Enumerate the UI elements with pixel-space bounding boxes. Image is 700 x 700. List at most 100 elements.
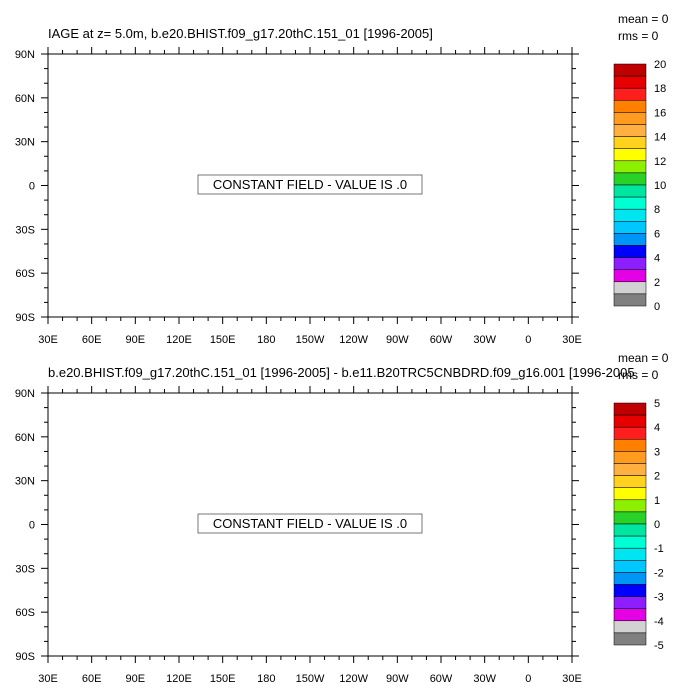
y-tick-label: 90N bbox=[15, 49, 35, 61]
colorbar-label: 0 bbox=[654, 519, 660, 531]
panel-1-colorbar bbox=[613, 63, 647, 307]
colorbar-label: 20 bbox=[654, 59, 666, 71]
x-tick-label: 0 bbox=[525, 673, 531, 685]
y-tick-label: 60N bbox=[15, 93, 35, 105]
x-tick-label: 30E bbox=[38, 334, 58, 346]
colorbar-swatch bbox=[613, 160, 647, 174]
y-tick-label: 30N bbox=[15, 137, 35, 149]
panel-1-x-tick-labels: 30E 60E 90E 120E 150E 180 150W 120W 90W 60W 30W 0 30… bbox=[38, 334, 582, 346]
colorbar-label: -5 bbox=[654, 640, 664, 652]
colorbar-label: -1 bbox=[654, 543, 664, 555]
colorbar-swatch bbox=[613, 208, 647, 222]
colorbar-swatch bbox=[613, 584, 647, 597]
colorbar-swatch bbox=[613, 439, 647, 452]
colorbar-label: 5 bbox=[654, 398, 660, 410]
x-tick-label: 60W bbox=[430, 334, 453, 346]
colorbar-label: 8 bbox=[654, 204, 660, 216]
x-tick-label: 120E bbox=[166, 334, 192, 346]
panel-2-ticks bbox=[41, 386, 579, 663]
colorbar-label: 0 bbox=[654, 301, 660, 313]
y-tick-label: 60S bbox=[15, 268, 35, 280]
x-tick-label: 30W bbox=[473, 334, 496, 346]
x-tick-label: 90W bbox=[386, 334, 409, 346]
colorbar-label: 4 bbox=[654, 422, 660, 434]
colorbar-swatch bbox=[613, 293, 647, 307]
colorbar-swatch bbox=[613, 221, 647, 234]
panel-2-y-tick-labels: 90N 60N 30N 0 30S 60S 90S bbox=[15, 388, 35, 663]
x-tick-label: 30E bbox=[562, 334, 582, 346]
y-tick-label: 30N bbox=[15, 476, 35, 488]
y-tick-label: 30S bbox=[15, 563, 35, 575]
colorbar-swatch bbox=[613, 87, 647, 101]
colorbar-swatch bbox=[613, 608, 647, 622]
colorbar-swatch bbox=[613, 124, 647, 137]
panel-2-colorbar-labels: 5 4 3 2 1 0 -1 -2 -3 -4 -5 bbox=[654, 398, 664, 652]
colorbar-label: 2 bbox=[654, 277, 660, 289]
colorbar-swatch bbox=[613, 414, 647, 428]
x-tick-label: 150W bbox=[296, 334, 325, 346]
colorbar-swatch bbox=[613, 499, 647, 513]
x-tick-label: 150W bbox=[296, 673, 325, 685]
panel-2-rms: rms = 0 bbox=[618, 368, 659, 382]
colorbar-label: -3 bbox=[654, 592, 664, 604]
colorbar-swatch bbox=[613, 245, 647, 258]
x-tick-label: 60E bbox=[82, 673, 102, 685]
colorbar-label: 12 bbox=[654, 156, 666, 168]
colorbar-swatch bbox=[613, 233, 647, 246]
panel-2-message-box: CONSTANT FIELD - VALUE IS .0 bbox=[197, 513, 423, 534]
colorbar-swatch bbox=[613, 463, 647, 476]
panel-2-x-tick-labels: 30E 60E 90E 120E 150E 180 150W 120W 90W 60W 30W 0 30… bbox=[38, 673, 582, 685]
y-tick-label: 60N bbox=[15, 432, 35, 444]
x-tick-label: 120W bbox=[339, 334, 368, 346]
y-tick-label: 60S bbox=[15, 607, 35, 619]
colorbar-swatch bbox=[613, 487, 647, 501]
colorbar-label: 3 bbox=[654, 446, 660, 458]
colorbar-swatch bbox=[613, 426, 647, 440]
x-tick-label: 150E bbox=[210, 334, 236, 346]
colorbar-swatch bbox=[613, 451, 647, 464]
x-tick-label: 60E bbox=[82, 334, 102, 346]
x-tick-label: 60W bbox=[430, 673, 453, 685]
panel-2: b.e20.BHIST.f09_g17.20thC.151_01 [1996-2… bbox=[15, 351, 669, 685]
colorbar-swatch bbox=[613, 547, 647, 561]
colorbar-label: 18 bbox=[654, 83, 666, 95]
colorbar-swatch bbox=[613, 475, 647, 488]
x-tick-label: 120W bbox=[339, 673, 368, 685]
x-tick-label: 30W bbox=[473, 673, 496, 685]
y-tick-label: 30S bbox=[15, 224, 35, 236]
colorbar-swatch bbox=[613, 100, 647, 113]
colorbar-label: 6 bbox=[654, 228, 660, 240]
colorbar-swatch bbox=[613, 172, 647, 186]
colorbar-swatch bbox=[613, 269, 647, 283]
colorbar-label: 16 bbox=[654, 107, 666, 119]
y-tick-label: 90S bbox=[15, 312, 35, 324]
colorbar-swatch bbox=[613, 402, 647, 416]
colorbar-swatch bbox=[613, 112, 647, 125]
x-tick-label: 90W bbox=[386, 673, 409, 685]
colorbar-swatch bbox=[613, 535, 647, 549]
panel-1-message: CONSTANT FIELD - VALUE IS .0 bbox=[213, 177, 407, 192]
x-tick-label: 150E bbox=[210, 673, 236, 685]
colorbar-label: 1 bbox=[654, 495, 660, 507]
colorbar-swatch bbox=[613, 511, 647, 525]
colorbar-swatch bbox=[613, 620, 647, 634]
colorbar-label: -4 bbox=[654, 616, 664, 628]
panel-2-title: b.e20.BHIST.f09_g17.20thC.151_01 [1996-2… bbox=[48, 365, 635, 380]
panel-1-title: IAGE at z= 5.0m, b.e20.BHIST.f09_g17.20t… bbox=[48, 26, 433, 41]
colorbar-swatch bbox=[613, 196, 647, 210]
x-tick-label: 180 bbox=[257, 334, 275, 346]
colorbar-swatch bbox=[613, 148, 647, 162]
colorbar-swatch bbox=[613, 184, 647, 198]
x-tick-label: 30E bbox=[562, 673, 582, 685]
colorbar-swatch bbox=[613, 560, 647, 573]
panel-1-ticks bbox=[41, 47, 579, 324]
y-tick-label: 0 bbox=[29, 181, 35, 193]
colorbar-swatch bbox=[613, 136, 647, 149]
colorbar-label: 4 bbox=[654, 253, 660, 265]
panel-1-y-tick-labels: 90N 60N 30N 0 30S 60S 90S bbox=[15, 49, 35, 324]
panel-2-message: CONSTANT FIELD - VALUE IS .0 bbox=[213, 516, 407, 531]
x-tick-label: 90E bbox=[126, 334, 146, 346]
colorbar-swatch bbox=[613, 523, 647, 537]
y-tick-label: 0 bbox=[29, 520, 35, 532]
